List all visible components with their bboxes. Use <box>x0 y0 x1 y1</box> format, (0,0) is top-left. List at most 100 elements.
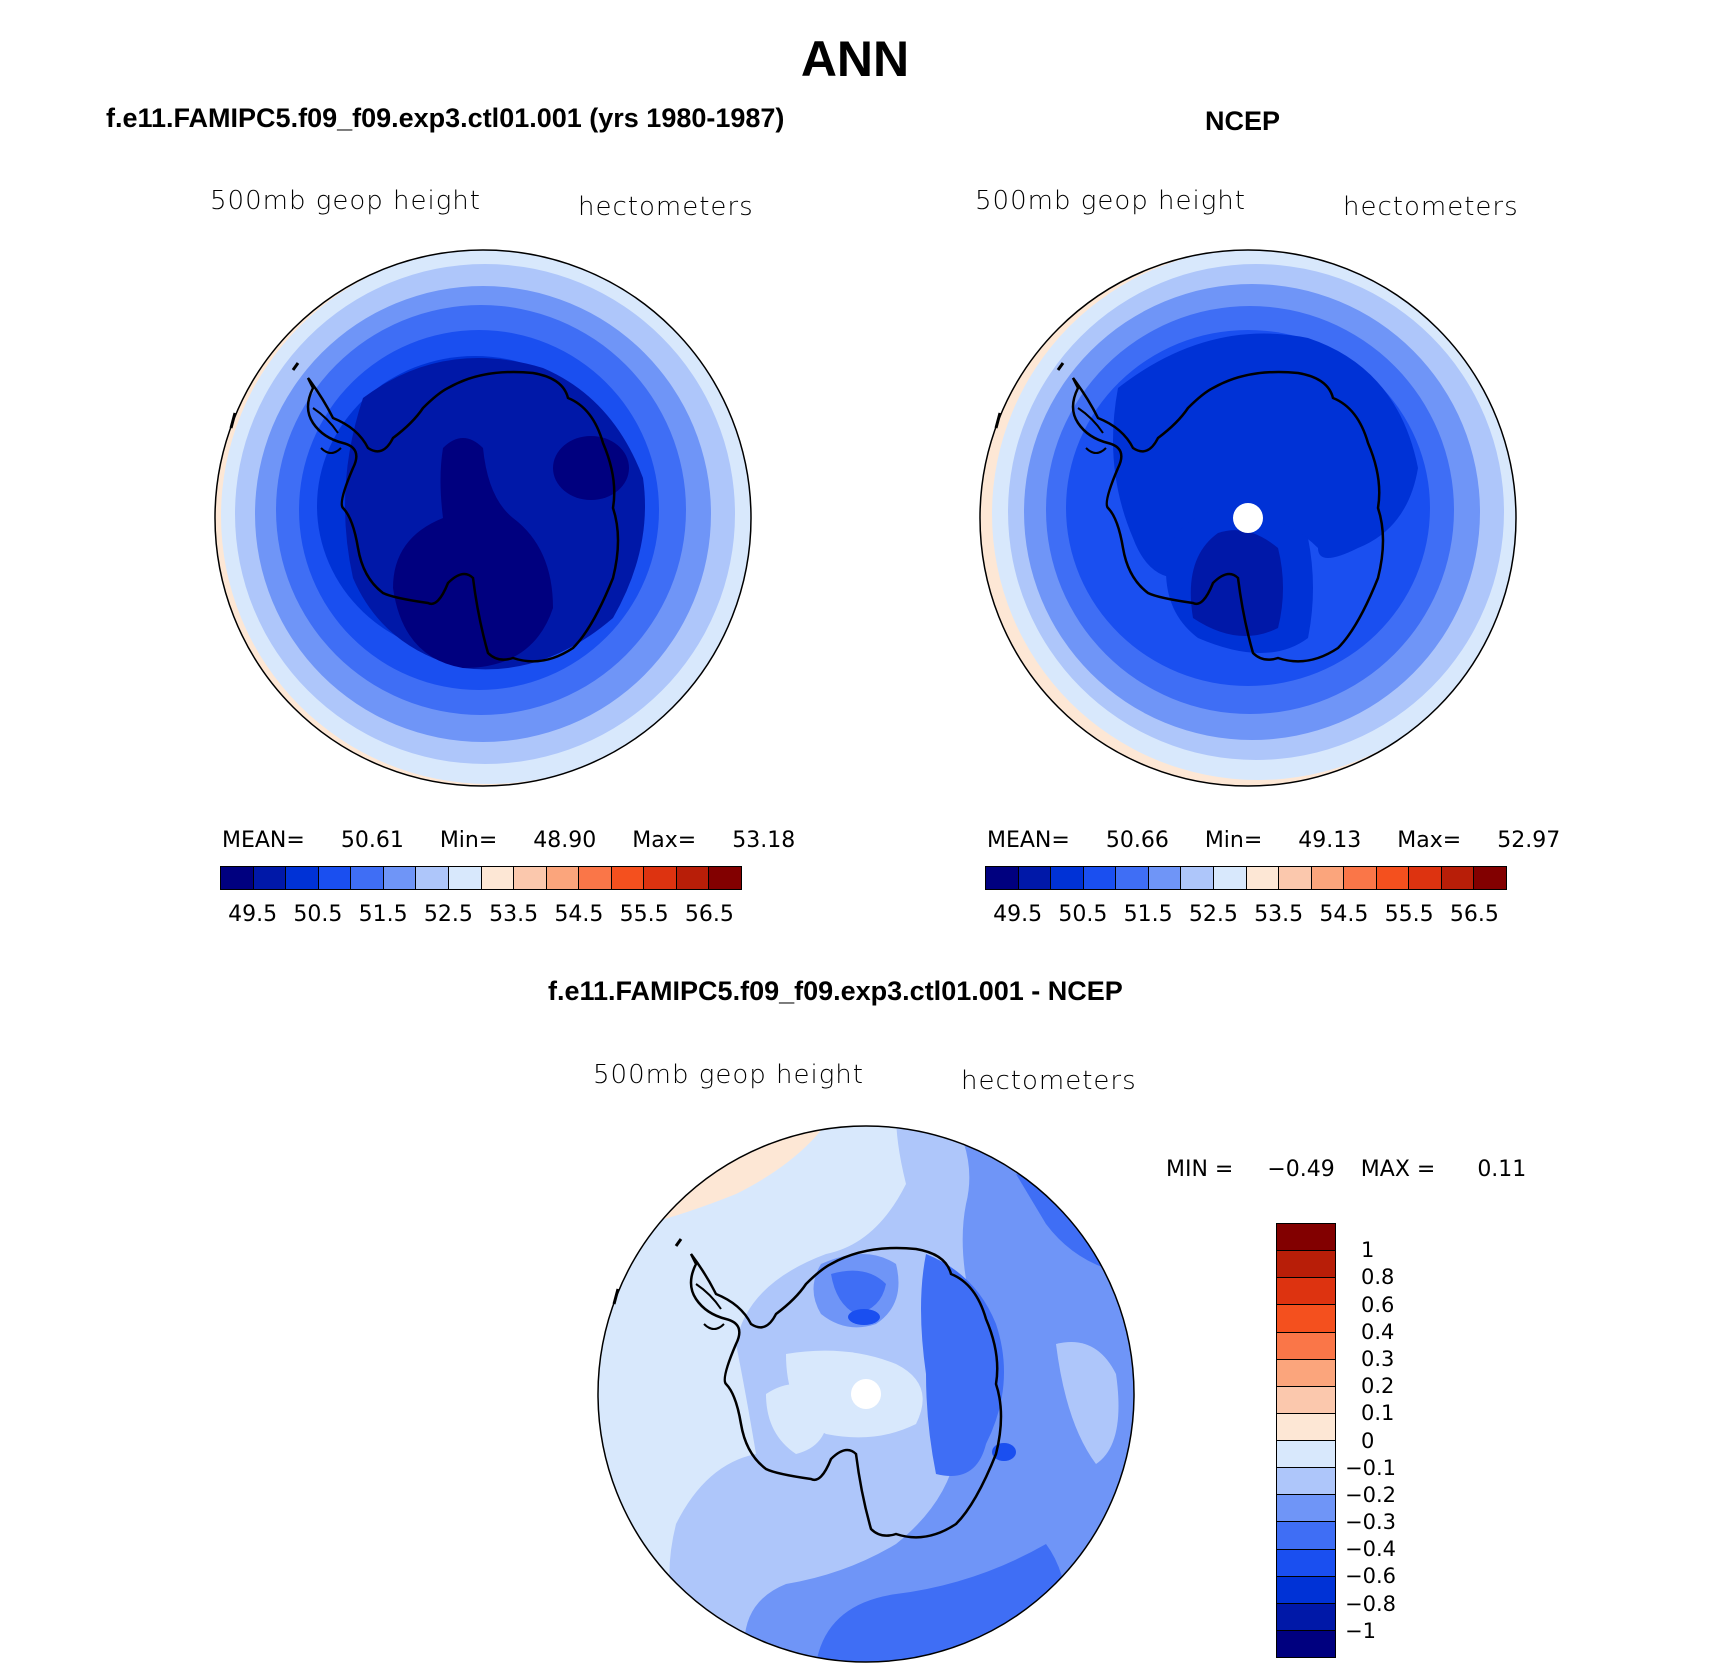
panel2-max-label: Max= <box>1397 828 1462 853</box>
panel2-stats: MEAN= 50.66 Min= 49.13 Max= 52.97 <box>987 828 1560 853</box>
colorbar-swatch <box>579 867 612 889</box>
colorbar-tick-label: 56.5 <box>1449 902 1499 927</box>
colorbar-tick-label: −0.3 <box>1345 1510 1396 1535</box>
colorbar-swatch <box>1277 1332 1335 1360</box>
panel2-max-value: 52.97 <box>1497 828 1561 853</box>
colorbar-swatch <box>1277 1468 1335 1496</box>
colorbar-swatch <box>253 867 287 889</box>
panel3-min-value: −0.49 <box>1267 1157 1335 1182</box>
panel2-units-label: hectometers <box>1343 192 1519 222</box>
panel3-colorbar <box>1276 1223 1336 1658</box>
colorbar-swatch <box>709 867 741 889</box>
panel1-mean-label: MEAN= <box>222 828 305 853</box>
colorbar-tick-label: 0.3 <box>1361 1346 1395 1371</box>
colorbar-tick-label: 51.5 <box>1123 902 1173 927</box>
panel2-coastline <box>1071 370 1385 663</box>
colorbar-tick-label: 0.1 <box>1361 1401 1395 1426</box>
panel1-max-value: 53.18 <box>732 828 796 853</box>
colorbar-tick-label: −1 <box>1345 1618 1376 1643</box>
colorbar-swatch <box>1277 1359 1335 1387</box>
colorbar-swatch <box>221 867 254 889</box>
panel3-title: f.e11.FAMIPC5.f09_f09.exp3.ctl01.001 - N… <box>548 976 1123 1006</box>
colorbar-swatch <box>1277 1386 1335 1414</box>
colorbar-tick-label: −0.1 <box>1345 1455 1396 1480</box>
panel3-variable-label: 500mb geop height <box>593 1060 864 1090</box>
colorbar-swatch <box>448 867 482 889</box>
panel2-mean-label: MEAN= <box>987 828 1070 853</box>
colorbar-tick-label: 53.5 <box>1254 902 1304 927</box>
colorbar-tick-label: 52.5 <box>1188 902 1238 927</box>
panel3-units-label: hectometers <box>961 1066 1137 1096</box>
colorbar-swatch <box>1277 1576 1335 1604</box>
colorbar-swatch <box>286 867 319 889</box>
colorbar-swatch <box>351 867 384 889</box>
colorbar-swatch <box>1441 867 1475 889</box>
colorbar-swatch <box>1277 1413 1335 1441</box>
panel2-variable-label: 500mb geop height <box>975 186 1246 216</box>
colorbar-swatch <box>1279 867 1312 889</box>
colorbar-tick-label: 50.5 <box>293 902 343 927</box>
panel1-min-value: 48.90 <box>533 828 597 853</box>
panel1-mean-value: 50.61 <box>340 828 404 853</box>
colorbar-swatch <box>1277 1549 1335 1577</box>
colorbar-swatch <box>383 867 417 889</box>
panel2-pole-mask <box>1233 503 1263 533</box>
colorbar-tick-label: 54.5 <box>554 902 604 927</box>
panel1-title: f.e11.FAMIPC5.f09_f09.exp3.ctl01.001 (yr… <box>106 103 785 133</box>
colorbar-swatch <box>1277 1305 1335 1333</box>
colorbar-tick-label: 56.5 <box>684 902 734 927</box>
colorbar-swatch <box>1148 867 1182 889</box>
colorbar-tick-label: 0.8 <box>1361 1265 1395 1290</box>
colorbar-swatch <box>1409 867 1442 889</box>
colorbar-tick-label: −0.2 <box>1345 1482 1396 1507</box>
panel3-max-label: MAX = <box>1360 1157 1436 1182</box>
colorbar-swatch <box>1311 867 1345 889</box>
colorbar-tick-label: 53.5 <box>489 902 539 927</box>
colorbar-tick-label: 49.5 <box>993 902 1043 927</box>
colorbar-tick-label: 0.4 <box>1361 1319 1395 1344</box>
colorbar-tick-label: 49.5 <box>228 902 278 927</box>
colorbar-swatch <box>1116 867 1149 889</box>
colorbar-swatch <box>416 867 449 889</box>
colorbar-tick-label: 55.5 <box>1384 902 1434 927</box>
colorbar-tick-label: 0.6 <box>1361 1292 1395 1317</box>
colorbar-swatch <box>1018 867 1052 889</box>
panel3-colorbar-labels: 1 0.8 0.6 0.4 0.3 0.2 0.1 0 −0.1 −0.2 −0.3 −0.4 −0.6… <box>1345 1223 1425 1658</box>
colorbar-swatch <box>1277 1224 1335 1252</box>
colorbar-swatch <box>514 867 547 889</box>
colorbar-swatch <box>611 867 645 889</box>
panel2-mean-value: 50.66 <box>1105 828 1169 853</box>
panel2-map <box>979 249 1517 787</box>
panel1-units-label: hectometers <box>578 192 754 222</box>
colorbar-swatch <box>318 867 352 889</box>
panel1-colorbar <box>220 866 742 890</box>
colorbar-swatch <box>1277 1495 1335 1523</box>
colorbar-swatch <box>1083 867 1117 889</box>
panel1-variable-label: 500mb geop height <box>210 186 481 216</box>
colorbar-tick-label: 50.5 <box>1058 902 1108 927</box>
colorbar-swatch <box>1213 867 1247 889</box>
panel2-min-value: 49.13 <box>1298 828 1362 853</box>
colorbar-swatch <box>1181 867 1214 889</box>
colorbar-swatch <box>1277 1603 1335 1631</box>
colorbar-tick-label: 0 <box>1361 1428 1375 1453</box>
colorbar-tick-label: 55.5 <box>619 902 669 927</box>
colorbar-swatch <box>546 867 580 889</box>
colorbar-swatch <box>1277 1278 1335 1306</box>
panel1-max-label: Max= <box>632 828 697 853</box>
colorbar-swatch <box>644 867 677 889</box>
panel3-max-value: 0.11 <box>1477 1157 1527 1182</box>
colorbar-swatch <box>1344 867 1377 889</box>
panel3-min-label: MIN = <box>1166 1157 1234 1182</box>
colorbar-swatch <box>986 867 1019 889</box>
colorbar-tick-label: 52.5 <box>423 902 473 927</box>
panel1-min-label: Min= <box>439 828 498 853</box>
panel1-coastline <box>306 370 620 663</box>
colorbar-tick-label: 0.2 <box>1361 1374 1395 1399</box>
main-title: ANN <box>800 31 910 87</box>
panel1-stats: MEAN= 50.61 Min= 48.90 Max= 53.18 <box>222 828 795 853</box>
colorbar-swatch <box>1277 1630 1335 1657</box>
colorbar-tick-label: −0.6 <box>1345 1564 1396 1589</box>
colorbar-tick-label: −0.4 <box>1345 1537 1396 1562</box>
panel2-colorbar <box>985 866 1507 890</box>
